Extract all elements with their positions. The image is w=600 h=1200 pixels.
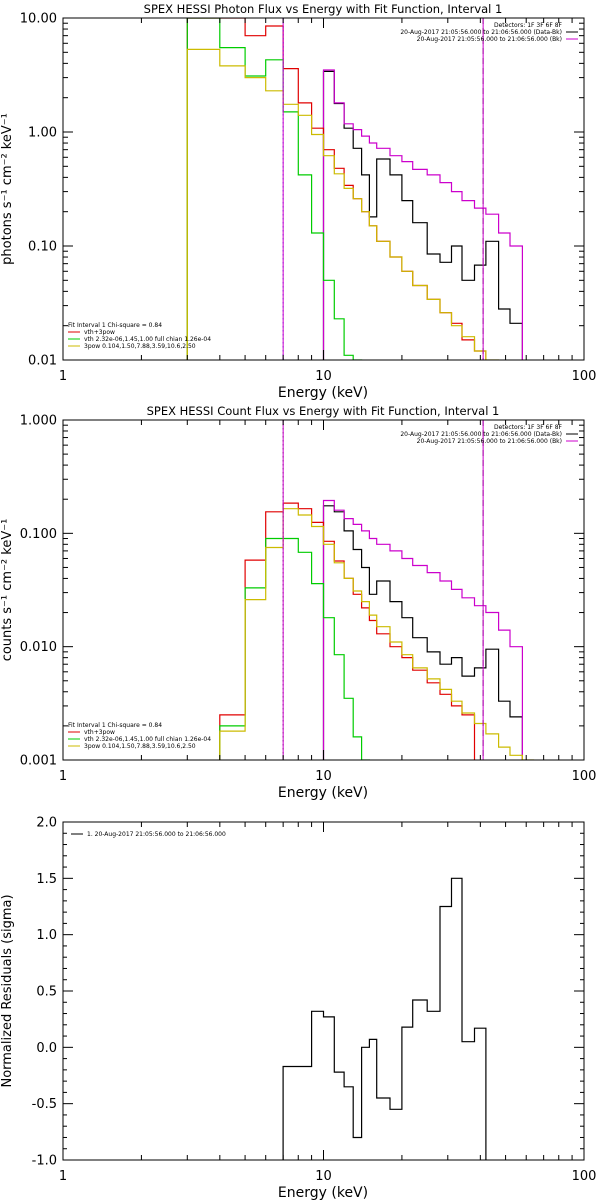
- x-tick-label: 10: [315, 1169, 332, 1184]
- legend-title: Fit Interval 1 Chi-square = 0.84: [68, 722, 162, 729]
- legend-entry: vth+3pow: [84, 729, 115, 736]
- y-axis-label: Normalized Residuals (sigma): [0, 894, 15, 1087]
- x-tick-label: 10: [315, 769, 332, 784]
- chart-panel-3: 1 10 100 -1.0 -0.5 0.0 0.5 1.0 1.5 2.0 Energy (keV…: [0, 816, 596, 1200]
- x-tick-label: 100: [572, 369, 597, 384]
- y-tick-label: 0.0: [36, 1041, 57, 1056]
- legend-entry: vth 2.32e-06,1.45,1.00 full chian 1.26e-…: [84, 736, 211, 743]
- x-tick-label: 100: [572, 769, 597, 784]
- y-tick-label: 10.00: [20, 12, 57, 27]
- info-line: Detectors: 1F 3F 6F 8F: [494, 22, 563, 29]
- series-group: [219, 499, 535, 760]
- y-tick-label: 1.00: [28, 126, 57, 141]
- x-tick-label: 100: [572, 1169, 597, 1184]
- info-line: 20-Aug-2017 21:05:56.000 to 21:06:56.000…: [417, 36, 562, 43]
- info-line: 20-Aug-2017 21:05:56.000 to 21:06:56.000…: [400, 29, 562, 36]
- y-tick-label: 0.5: [36, 985, 57, 1000]
- series-group: [186, 18, 524, 360]
- x-axis-label: Energy (keV): [278, 1185, 368, 1200]
- chart-panel-2: SPEX HESSI Count Flux vs Energy with Fit…: [0, 404, 596, 801]
- y-axis-label: counts s⁻¹ cm⁻² keV⁻¹: [0, 519, 15, 662]
- legend-entry: vth 2.32e-06,1.45,1.00 full chian 1.26e-…: [84, 336, 211, 343]
- series-line-4: [219, 537, 370, 760]
- x-axis-label: Energy (keV): [278, 385, 368, 401]
- series-line-1: [322, 70, 524, 360]
- chart-panel-1: SPEX HESSI Photon Flux vs Energy with Fi…: [0, 2, 596, 401]
- y-tick-label: 0.001: [20, 754, 57, 769]
- series-line-2: [322, 499, 524, 760]
- y-tick-label: 0.01: [28, 354, 57, 369]
- x-tick-label: 10: [315, 369, 332, 384]
- series-group: [282, 877, 487, 1160]
- y-tick-label: 1.0: [36, 928, 57, 943]
- info-line: Detectors: 1F 3F 6F 8F: [494, 424, 563, 431]
- x-tick-label: 1: [59, 1169, 67, 1184]
- info-line: 20-Aug-2017 21:05:56.000 to 21:06:56.000…: [417, 438, 562, 445]
- y-tick-label: 0.010: [20, 640, 57, 655]
- series-line-3: [219, 502, 476, 760]
- y-tick-label: 2.0: [36, 816, 57, 831]
- chart-title: SPEX HESSI Photon Flux vs Energy with Fi…: [144, 2, 503, 16]
- y-tick-label: 0.100: [20, 527, 57, 542]
- series-line-2: [322, 69, 524, 360]
- series-line-4: [186, 18, 363, 360]
- series-line-5: [186, 48, 500, 360]
- series-line-3: [186, 18, 487, 360]
- legend-entry: 1. 20-Aug-2017 21:05:56.000 to 21:06:56.…: [87, 831, 226, 838]
- y-axis-label: photons s⁻¹ cm⁻² keV⁻¹: [0, 113, 15, 265]
- y-tick-label: 1.000: [20, 414, 57, 429]
- y-tick-label: 1.5: [36, 872, 57, 887]
- x-tick-label: 1: [59, 769, 67, 784]
- legend-entry: 3pow 0.104,1.50,7.88,3.59,10.6,2.50: [84, 743, 196, 750]
- legend-entry: 3pow 0.104,1.50,7.88,3.59,10.6,2.50: [84, 343, 196, 350]
- legend-entry: vth+3pow: [84, 329, 115, 336]
- series-line-1: [282, 877, 487, 1160]
- series-line-1: [322, 505, 524, 760]
- plot-frame: [62, 821, 585, 1161]
- y-tick-label: -1.0: [32, 1154, 57, 1169]
- x-axis-label: Energy (keV): [278, 785, 368, 801]
- y-tick-label: 0.10: [28, 240, 57, 255]
- series-line-5: [219, 508, 535, 760]
- chart-title: SPEX HESSI Count Flux vs Energy with Fit…: [147, 404, 500, 418]
- legend-title: Fit Interval 1 Chi-square = 0.84: [68, 322, 162, 329]
- y-tick-label: -0.5: [32, 1097, 57, 1112]
- x-tick-label: 1: [59, 369, 67, 384]
- info-line: 20-Aug-2017 21:05:56.000 to 21:06:56.000…: [400, 431, 562, 438]
